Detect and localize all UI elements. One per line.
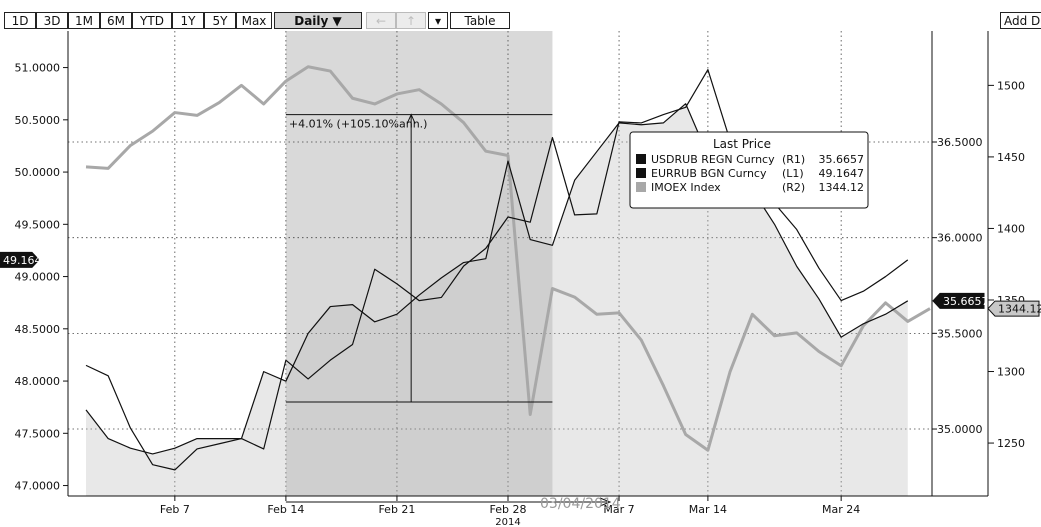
left-tick-label: 49.0000 [15,271,61,284]
r2-tick-label: 1500 [997,79,1025,92]
legend-name-eurrub: EURRUB BGN Curncy [651,167,767,180]
zoom-out-button[interactable]: ← [366,12,396,29]
legend-value-usdrub: 35.6657 [819,153,865,166]
add-data-button[interactable]: Add D [1000,12,1041,29]
left-tick-label: 48.5000 [15,323,61,336]
x-tick-label: Feb 7 [160,503,190,516]
r1-tick-label: 36.5000 [937,136,983,149]
legend-swatch-eurrub [636,168,646,178]
left-tick-label: 51.0000 [15,62,61,75]
last-value-r2: 1344.12 [998,303,1041,316]
last-value-r2-tag [987,300,1040,317]
r2-tick-label: 1450 [997,151,1025,164]
left-tick-label: 50.0000 [15,166,61,179]
x-tick-label: Feb 28 [490,503,527,516]
r1-tick-label: 35.0000 [937,423,983,436]
last-value-r1-tag [932,292,985,309]
legend-swatch-imoex [636,182,646,192]
table-button[interactable]: Table [450,12,510,29]
range-arrowhead [599,497,612,507]
range-3d-button[interactable]: 3D [36,12,68,29]
legend-value-eurrub: 49.1647 [819,167,865,180]
left-tick-label: 48.0000 [15,375,61,388]
range-1m-button[interactable]: 1M [68,12,100,29]
r2-tick-label: 1250 [997,437,1025,450]
last-value-left-tag [0,251,40,268]
measure-annotation[interactable]: +4.01% (+105.10%ann.) [285,113,612,507]
legend-box [629,131,869,209]
range-max-button[interactable]: Max [236,12,272,29]
chart-legend: Last Price USDRUB REGN Curncy EURRUB BGN… [629,131,869,209]
legend-axis-usdrub: (R1) [782,153,805,166]
x-axis-year-label: 2014 [495,517,520,527]
usdrub-line [85,103,909,455]
legend-value-imoex: 1344.12 [819,181,865,194]
range-6m-button[interactable]: 6M [100,12,132,29]
last-value-markers: 49.1647 35.6657 1344.12 [0,251,1041,317]
chart-toolbar: 1D 3D 1M 6M YTD 1Y 5Y Max Daily ▼ ← ↑ ▾ … [4,11,1041,31]
price-chart[interactable]: +4.01% (+105.10%ann.) 51.0000 50.5000 50.0… [0,31,1041,527]
left-tick-label: 47.5000 [15,427,61,440]
period-dropdown[interactable]: Daily ▼ [274,12,362,29]
legend-name-imoex: IMOEX Index [651,181,721,194]
range-1d-button[interactable]: 1D [4,12,36,29]
legend-axis-eurrub: (L1) [782,167,804,180]
measure-arrowhead [406,113,416,124]
range-1y-button[interactable]: 1Y [172,12,204,29]
range-end-date-text: 03/04/2014 [540,496,621,512]
imoex-line [85,65,931,452]
r1-tick-label: 35.5000 [937,327,983,340]
last-value-r1: 35.6657 [943,295,989,308]
measure-annotation-label: +4.01% (+105.10%ann.) [289,118,428,131]
left-tick-label: 49.5000 [15,218,61,231]
x-tick-label: Mar 24 [822,503,860,516]
range-ytd-button[interactable]: YTD [132,12,172,29]
legend-swatch-usdrub [636,154,646,164]
x-tick-label: Feb 14 [267,503,304,516]
last-value-left: 49.1647 [3,254,49,267]
legend-title: Last Price [713,137,771,151]
x-tick-label: Mar 14 [689,503,727,516]
range-5y-button[interactable]: 5Y [204,12,236,29]
r2-tick-label: 1400 [997,222,1025,235]
axes: 51.0000 50.5000 50.0000 49.5000 49.0000 48.50… [15,31,1025,516]
zoom-in-button[interactable]: ↑ [396,12,426,29]
x-tick-label: Mar 7 [603,503,634,516]
r1-tick-label: 36.0000 [937,232,983,245]
left-tick-label: 50.5000 [15,114,61,127]
left-tick-label: 47.0000 [15,480,61,493]
r2-tick-label: 1300 [997,366,1025,379]
legend-name-usdrub: USDRUB REGN Curncy [651,153,775,166]
x-tick-label: Feb 21 [378,503,415,516]
menu-dropdown-button[interactable]: ▾ [428,12,448,29]
legend-axis-imoex: (R2) [782,181,805,194]
